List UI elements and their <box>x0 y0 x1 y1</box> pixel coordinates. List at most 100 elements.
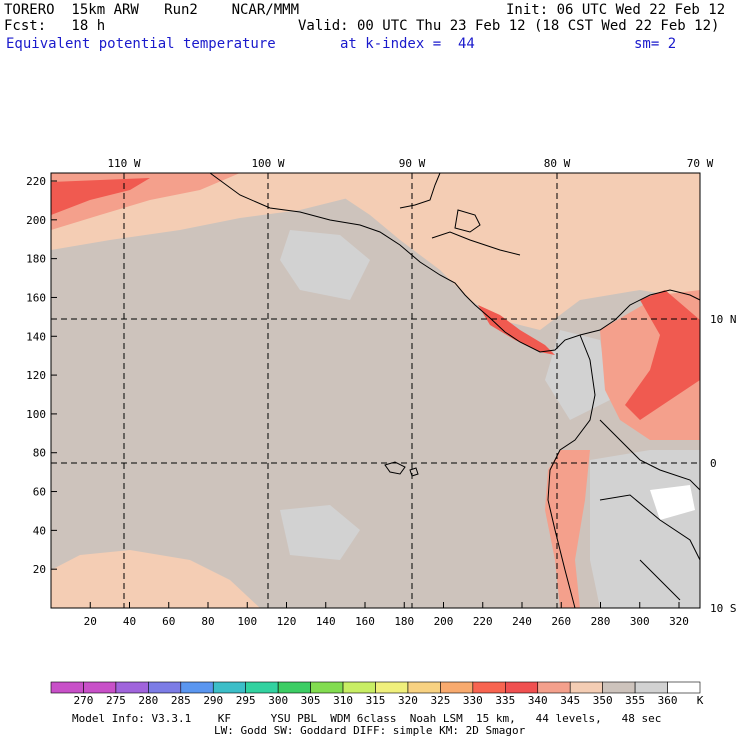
model-info: Model Info: V3.3.1 KF YSU PBL WDM 6class… <box>72 712 662 725</box>
colorbar-swatch <box>375 681 409 694</box>
colorbar-swatch <box>310 681 344 694</box>
lon-label-110w: 110 W <box>107 157 140 170</box>
y-tick-label: 140 <box>26 330 46 343</box>
hot-strip-costa-rica <box>478 305 555 355</box>
y-tick-label: 40 <box>33 524 46 537</box>
valid-time: Valid: 00 UTC Thu 23 Feb 12 (18 CST Wed … <box>298 18 720 34</box>
plot-frame <box>50 172 701 609</box>
colorbar-swatch <box>472 681 506 694</box>
colorbar-swatch <box>148 681 182 694</box>
colorbar-unit: K <box>697 694 704 707</box>
y-tick-label: 60 <box>33 486 46 499</box>
x-tick-label: 160 <box>355 615 375 628</box>
y-tick-label: 120 <box>26 369 46 382</box>
x-tick-label: 80 <box>201 615 214 628</box>
x-tick-label: 60 <box>162 615 175 628</box>
colorbar-swatch <box>83 681 117 694</box>
lat-label-0: 0 <box>710 457 717 470</box>
y-tick-label: 20 <box>33 563 46 576</box>
graticule <box>51 173 700 608</box>
lat-labels: 10 N 0 10 S <box>710 313 737 615</box>
white-patch <box>650 485 695 520</box>
colorbar-swatch <box>212 681 247 694</box>
colorbar-label: 285 <box>171 694 191 707</box>
y-tick-label: 180 <box>26 253 46 266</box>
x-tick-label: 220 <box>473 615 493 628</box>
physics-info: LW: Godd SW: Goddard DIFF: simple KM: 2D… <box>214 724 526 737</box>
colorbar-label: 295 <box>236 694 256 707</box>
lon-labels: 110 W 100 W 90 W 80 W 70 W <box>107 157 713 170</box>
colorbar-label: 320 <box>398 694 418 707</box>
colorbar-label: 335 <box>495 694 515 707</box>
colorbar-label: 360 <box>658 694 678 707</box>
init-time: Init: 06 UTC Wed 22 Feb 12 <box>506 2 726 18</box>
cool-amazon <box>590 450 700 608</box>
colorbar-label: 290 <box>203 694 223 707</box>
x-tick-label: 200 <box>434 615 454 628</box>
colorbar-label: 345 <box>560 694 580 707</box>
colorbar-swatch <box>342 681 376 694</box>
x-ticks: 20 40 60 80 100 120 140 160 180 200 220 240 260 280 30… <box>84 602 689 628</box>
colorbar-label: 270 <box>74 694 94 707</box>
colorbar-swatch <box>277 681 311 694</box>
colorbar-label: 310 <box>333 694 353 707</box>
colorbar: 270 275 280 285 290 295 300 305 310 315 320 325 330 3… <box>50 681 701 707</box>
x-tick-label: 320 <box>669 615 689 628</box>
smoothing: sm= 2 <box>634 36 677 52</box>
colorbar-label: 355 <box>625 694 645 707</box>
lon-label-90w: 90 W <box>399 157 426 170</box>
lon-label-100w: 100 W <box>251 157 284 170</box>
colorbar-swatch <box>407 681 441 694</box>
colorbar-swatch <box>115 681 149 694</box>
y-tick-label: 200 <box>26 214 46 227</box>
x-tick-label: 40 <box>123 615 136 628</box>
colorbar-label: 350 <box>593 694 613 707</box>
model-label: TORERO 15km ARW Run2 NCAR/MMM <box>4 2 300 18</box>
colorbar-label: 300 <box>268 694 288 707</box>
colorbar-swatch <box>440 681 474 694</box>
lon-label-80w: 80 W <box>544 157 571 170</box>
forecast-hour: Fcst: 18 h <box>4 18 106 34</box>
x-tick-label: 140 <box>316 615 336 628</box>
colorbar-swatch <box>569 681 603 694</box>
cool-patch-3 <box>545 330 610 420</box>
x-tick-label: 20 <box>84 615 97 628</box>
colorbar-label: 315 <box>366 694 386 707</box>
colorbar-label: 280 <box>138 694 158 707</box>
colorbar-swatch <box>602 681 636 694</box>
colorbar-label: 305 <box>301 694 321 707</box>
lat-label-10s: 10 S <box>710 602 737 615</box>
y-ticks: 20 40 60 80 100 120 140 160 180 200 220 <box>26 175 57 576</box>
y-tick-label: 80 <box>33 447 46 460</box>
level-index: at k-index = 44 <box>340 36 475 52</box>
x-tick-label: 120 <box>277 615 297 628</box>
cool-patch-1 <box>280 230 370 300</box>
colorbar-swatch <box>634 681 668 694</box>
cool-patch-2 <box>280 505 360 560</box>
x-tick-label: 100 <box>237 615 257 628</box>
x-tick-label: 300 <box>630 615 650 628</box>
y-tick-label: 220 <box>26 175 46 188</box>
colorbar-swatch <box>50 681 84 694</box>
hotter-andes <box>625 290 700 420</box>
colorbar-label: 330 <box>463 694 483 707</box>
y-tick-label: 160 <box>26 291 46 304</box>
warm-coast-ecuador-peru <box>545 450 590 608</box>
warm-region-south <box>51 550 260 608</box>
y-tick-label: 100 <box>26 408 46 421</box>
hotter-region-nw <box>51 178 150 215</box>
x-tick-label: 240 <box>512 615 532 628</box>
colorbar-swatch <box>667 681 701 694</box>
x-tick-label: 280 <box>591 615 611 628</box>
colorbar-swatch <box>180 681 214 694</box>
colorbar-label: 325 <box>430 694 450 707</box>
field-name: Equivalent potential temperature <box>6 36 276 52</box>
colorbar-label: 275 <box>106 694 126 707</box>
lat-label-10n: 10 N <box>710 313 737 326</box>
lon-label-70w: 70 W <box>687 157 714 170</box>
colorbar-swatch <box>537 681 571 694</box>
x-tick-label: 260 <box>551 615 571 628</box>
warm-central-america <box>300 173 700 330</box>
colorbar-label: 340 <box>528 694 548 707</box>
